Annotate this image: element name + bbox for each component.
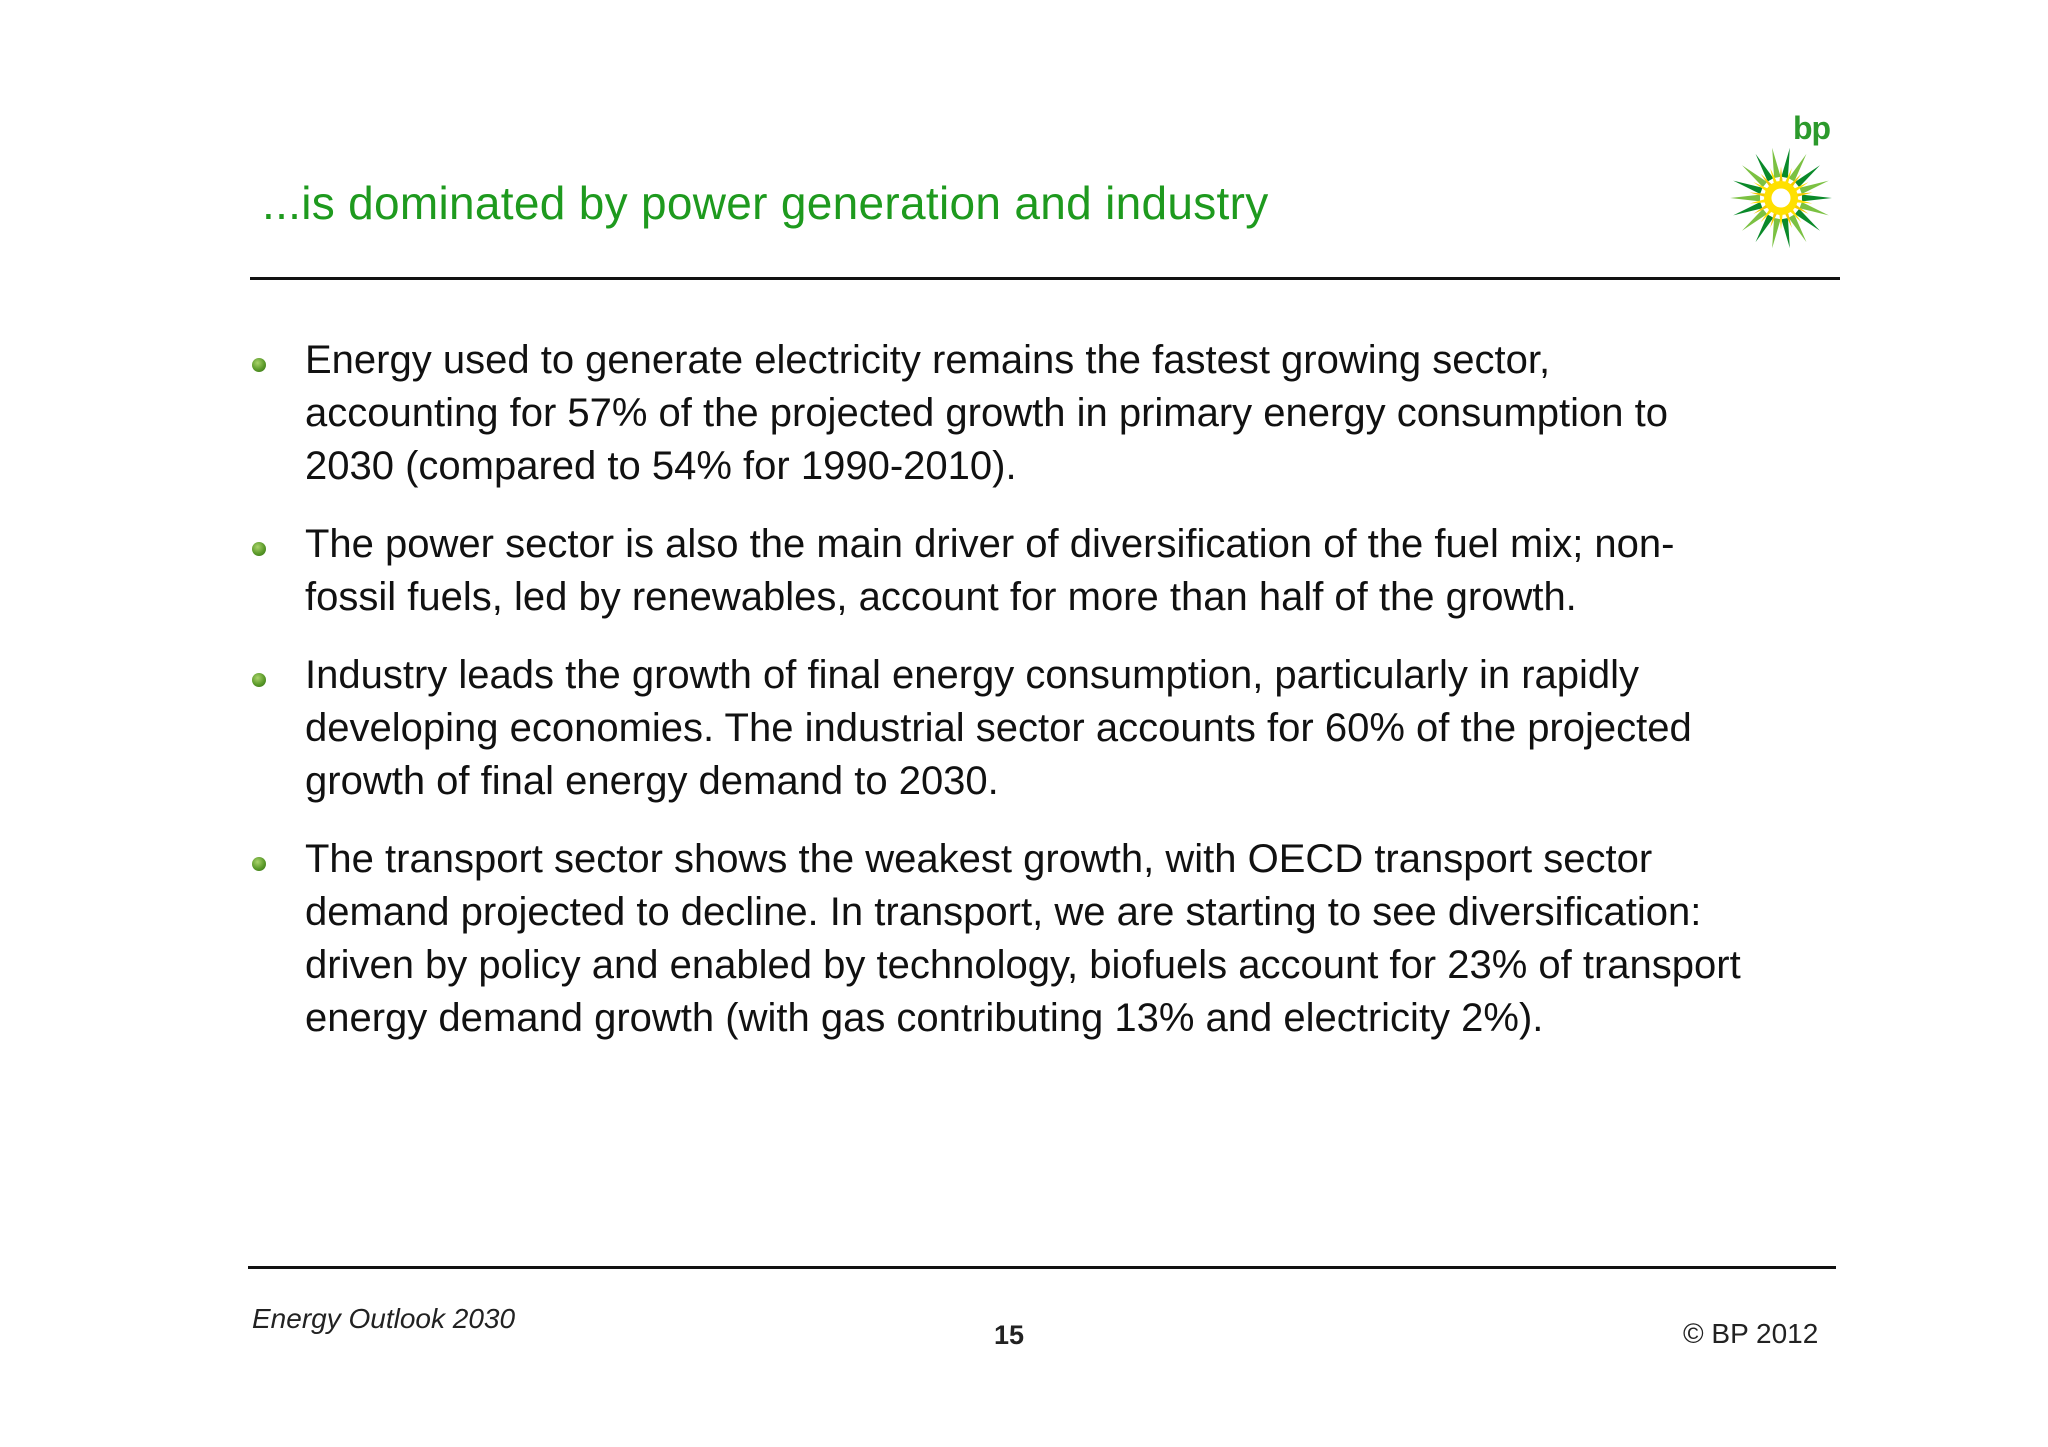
footer-title: Energy Outlook 2030 [252, 1303, 516, 1334]
logo-petal [1794, 208, 1820, 231]
logo-petal [1733, 180, 1763, 194]
list-item: The power sector is also the main driver… [252, 518, 1752, 624]
logo-inner-petal [1779, 210, 1783, 230]
header-divider [250, 277, 1840, 280]
logo-petal [1781, 218, 1790, 249]
bullet-list: Energy used to generate electricity rema… [252, 334, 1752, 1070]
logo-petal [1755, 153, 1774, 182]
list-item: Energy used to generate electricity rema… [252, 334, 1752, 493]
logo-petal [1772, 147, 1781, 178]
logo-petal [1733, 202, 1763, 216]
logo-inner-petal [1779, 166, 1783, 186]
logo-petal [1801, 194, 1832, 202]
logo-petal [1730, 194, 1761, 202]
bp-helios-logo-icon [1730, 147, 1832, 249]
bp-logo-text: bp [1793, 110, 1831, 146]
logo-petal [1742, 208, 1768, 231]
list-item: Industry leads the growth of final energ… [252, 649, 1752, 808]
page-number: 15 [994, 1320, 1025, 1350]
list-item: The transport sector shows the weakest g… [252, 833, 1752, 1045]
logo-petal [1794, 165, 1820, 188]
bullet-text: The power sector is also the main driver… [305, 522, 1675, 619]
bullet-text: Energy used to generate electricity rema… [305, 338, 1668, 488]
bullet-text: The transport sector shows the weakest g… [305, 837, 1741, 1040]
bullet-text: Industry leads the growth of final energ… [305, 653, 1692, 803]
logo-petal [1799, 180, 1829, 194]
logo-petal [1788, 153, 1807, 182]
logo-petal [1788, 214, 1807, 243]
logo-petal [1772, 218, 1781, 249]
bullet-dot-icon [252, 857, 266, 871]
page-title: ...is dominated by power generation and … [262, 177, 1269, 229]
bullet-dot-icon [252, 673, 266, 687]
logo-petal [1755, 214, 1774, 243]
logo-petal [1742, 165, 1768, 188]
footer-divider [248, 1266, 1836, 1269]
logo-petal [1799, 202, 1829, 216]
logo-petal [1781, 147, 1790, 178]
copyright-notice: © BP 2012 [1683, 1318, 1819, 1349]
bullet-dot-icon [252, 358, 266, 372]
bullet-dot-icon [252, 542, 266, 556]
